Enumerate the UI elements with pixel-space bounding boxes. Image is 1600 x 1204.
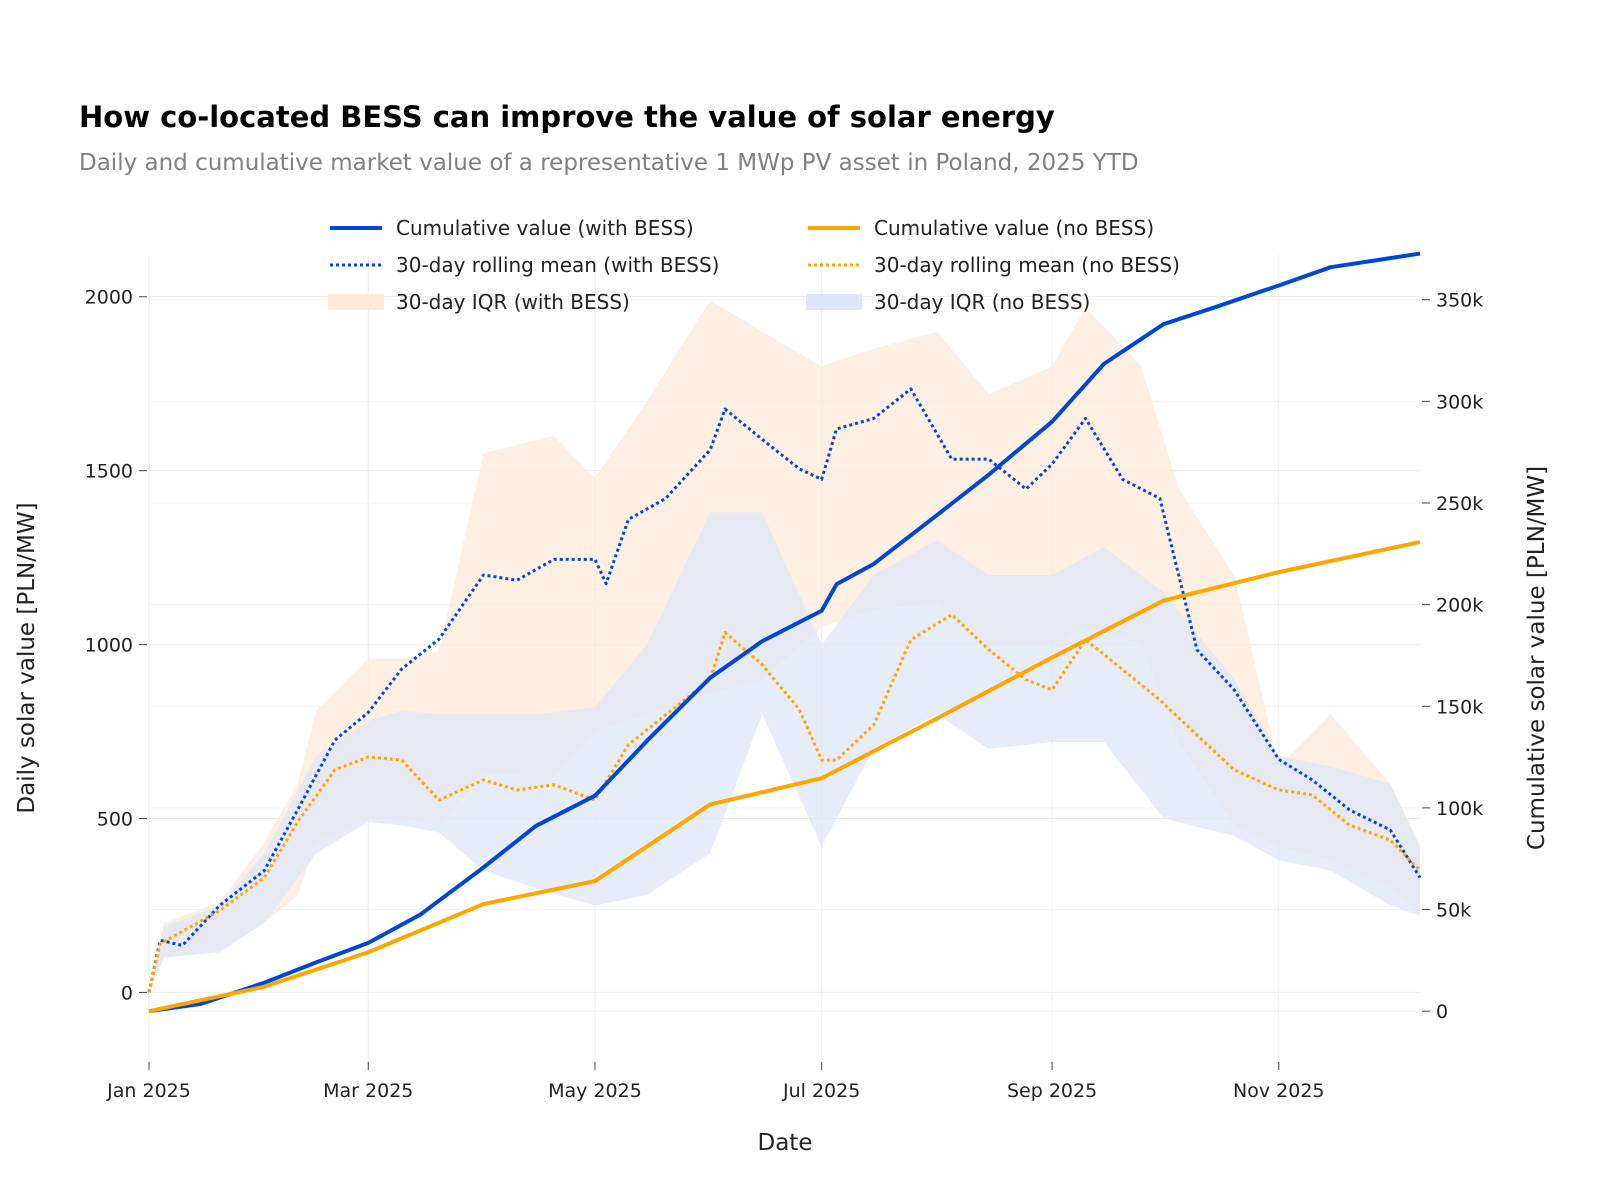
- y2-tick-label: 0: [1436, 1001, 1448, 1023]
- legend-item[interactable]: 30-day rolling mean (no BESS): [808, 253, 1180, 277]
- chart-title: How co-located BESS can improve the valu…: [79, 100, 1055, 134]
- x-axis-label: Date: [758, 1130, 813, 1156]
- y2-tick-label: 300k: [1436, 391, 1483, 413]
- x-tick-label: Sep 2025: [1007, 1080, 1097, 1102]
- legend-label: 30-day rolling mean (no BESS): [874, 253, 1180, 277]
- y2-tick-label: 150k: [1436, 696, 1483, 718]
- y2-tick-label: 100k: [1436, 798, 1483, 820]
- y-axis-label: Daily solar value [PLN/MW]: [14, 502, 40, 813]
- y2-tick-label: 250k: [1436, 493, 1483, 515]
- x-tick-label: Mar 2025: [323, 1080, 413, 1102]
- y-tick-label: 0: [121, 982, 133, 1004]
- legend-label: 30-day IQR (with BESS): [396, 290, 630, 314]
- x-tick-label: Jan 2025: [106, 1080, 191, 1102]
- legend-item[interactable]: Cumulative value (no BESS): [808, 216, 1154, 240]
- legend-label: 30-day rolling mean (with BESS): [396, 253, 719, 277]
- y-tick-label: 500: [97, 809, 133, 831]
- legend-item[interactable]: 30-day IQR (with BESS): [328, 290, 630, 314]
- legend-item[interactable]: 30-day rolling mean (with BESS): [330, 253, 719, 277]
- y-tick-label: 2000: [85, 287, 133, 309]
- y2-axis-label: Cumulative solar value [PLN/MW]: [1524, 466, 1550, 850]
- y-tick-label: 1000: [85, 635, 133, 657]
- legend-item[interactable]: 30-day IQR (no BESS): [806, 290, 1090, 314]
- y2-tick-label: 200k: [1436, 595, 1483, 617]
- x-tick-label: Jul 2025: [782, 1080, 860, 1102]
- legend-item[interactable]: Cumulative value (with BESS): [330, 216, 694, 240]
- y-tick-label: 1500: [85, 461, 133, 483]
- x-tick-label: Nov 2025: [1233, 1080, 1324, 1102]
- x-tick-label: May 2025: [548, 1080, 642, 1102]
- legend-label: Cumulative value (with BESS): [396, 216, 694, 240]
- y2-tick-label: 50k: [1436, 900, 1471, 922]
- chart-subtitle: Daily and cumulative market value of a r…: [79, 150, 1139, 176]
- y2-tick-label: 350k: [1436, 290, 1483, 312]
- legend-swatch-band: [806, 294, 862, 310]
- legend-label: 30-day IQR (no BESS): [874, 290, 1090, 314]
- legend-label: Cumulative value (no BESS): [874, 216, 1154, 240]
- iqr-bands: [149, 300, 1420, 992]
- legend-swatch-band: [328, 294, 384, 310]
